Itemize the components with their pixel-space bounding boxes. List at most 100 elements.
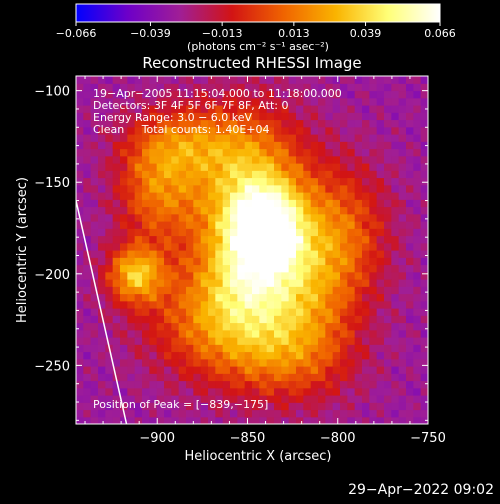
heatmap-cell <box>215 76 224 84</box>
heatmap-cell <box>222 105 231 113</box>
heatmap-cell <box>149 286 158 295</box>
heatmap-cell <box>340 250 348 258</box>
heatmap-cell <box>252 134 260 142</box>
heatmap-cell <box>340 134 348 142</box>
heatmap-cell <box>288 409 297 418</box>
heatmap-cell <box>325 293 334 302</box>
heatmap-cell <box>325 337 334 345</box>
heatmap-cell <box>215 402 224 411</box>
heatmap-cell <box>127 402 136 411</box>
heatmap-cell <box>274 271 282 280</box>
heatmap-cell <box>230 221 238 229</box>
heatmap-cell <box>391 409 400 418</box>
heatmap-cell <box>274 337 282 345</box>
heatmap-cell <box>127 322 136 331</box>
heatmap-cell <box>420 192 428 200</box>
heatmap-cell <box>142 163 150 171</box>
heatmap-cell <box>244 112 253 121</box>
heatmap-cell <box>406 250 414 258</box>
heatmap-cell <box>171 83 180 92</box>
heatmap-cell <box>105 163 114 171</box>
heatmap-cell <box>369 177 378 186</box>
heatmap-cell <box>134 148 143 157</box>
heatmap-cell <box>266 300 275 309</box>
heatmap-cell <box>193 242 202 251</box>
heatmap-cell <box>296 126 304 135</box>
heatmap-cell <box>369 228 378 237</box>
heatmap-cell <box>193 235 202 244</box>
heatmap-cell <box>237 184 246 193</box>
heatmap-cell <box>83 170 92 179</box>
heatmap-cell <box>340 308 348 316</box>
heatmap-cell <box>193 97 202 106</box>
heatmap-cell <box>332 380 341 389</box>
heatmap-cell <box>186 300 194 309</box>
heatmap-cell <box>391 199 400 208</box>
heatmap-cell <box>391 134 400 142</box>
heatmap-cell <box>303 358 312 367</box>
heatmap-cell <box>252 170 260 179</box>
heatmap-cell <box>376 250 385 258</box>
heatmap-cell <box>266 76 275 84</box>
heatmap-cell <box>171 395 180 403</box>
heatmap-cell <box>296 97 304 106</box>
heatmap-cell <box>266 126 275 135</box>
heatmap-cell <box>391 177 400 186</box>
heatmap-cell <box>90 163 99 171</box>
heatmap-cell <box>112 221 121 229</box>
heatmap-cell <box>332 184 341 193</box>
heatmap-cell <box>193 279 202 287</box>
heatmap-cell <box>90 373 99 382</box>
heatmap-cell <box>208 373 216 382</box>
heatmap-cell <box>244 271 253 280</box>
heatmap-cell <box>200 199 209 208</box>
heatmap-cell <box>391 271 400 280</box>
heatmap-cell <box>384 192 392 200</box>
heatmap-cell <box>200 293 209 302</box>
heatmap-cell <box>120 235 128 244</box>
heatmap-cell <box>362 250 370 258</box>
heatmap-cell <box>259 373 268 382</box>
heatmap-cell <box>420 97 428 106</box>
heatmap-cell <box>354 228 363 237</box>
heatmap-cell <box>127 416 136 424</box>
heatmap-cell <box>215 199 224 208</box>
heatmap-cell <box>98 119 106 128</box>
heatmap-cell <box>384 228 392 237</box>
heatmap-cell <box>369 308 378 316</box>
heatmap-cell <box>164 380 172 389</box>
heatmap-cell <box>237 141 246 150</box>
heatmap-cell <box>369 344 378 353</box>
heatmap-cell <box>296 395 304 403</box>
heatmap-cell <box>222 351 231 360</box>
heatmap-cell <box>274 235 282 244</box>
heatmap-cell <box>318 126 326 135</box>
heatmap-cell <box>208 83 216 92</box>
heatmap-cell <box>406 344 414 353</box>
heatmap-cell <box>76 308 84 316</box>
heatmap-cell <box>354 213 363 222</box>
heatmap-cell <box>215 409 224 418</box>
heatmap-cell <box>340 416 348 424</box>
heatmap-cell <box>398 351 407 360</box>
heatmap-cell <box>369 250 378 258</box>
heatmap-cell <box>215 373 224 382</box>
heatmap-cell <box>178 155 187 164</box>
heatmap-cell <box>288 286 297 295</box>
heatmap-cell <box>376 90 385 99</box>
heatmap-cell <box>134 228 143 237</box>
heatmap-cell <box>325 235 334 244</box>
heatmap-cell <box>186 97 194 106</box>
heatmap-cell <box>259 213 268 222</box>
heatmap-cell <box>164 416 172 424</box>
heatmap-cell <box>237 366 246 374</box>
heatmap-cell <box>237 257 246 266</box>
heatmap-cell <box>230 242 238 251</box>
heatmap-cell <box>76 344 84 353</box>
heatmap-cell <box>369 279 378 287</box>
heatmap-cell <box>142 337 150 345</box>
heatmap-cell <box>252 264 260 273</box>
heatmap-cell <box>142 329 150 338</box>
heatmap-cell <box>296 112 304 121</box>
